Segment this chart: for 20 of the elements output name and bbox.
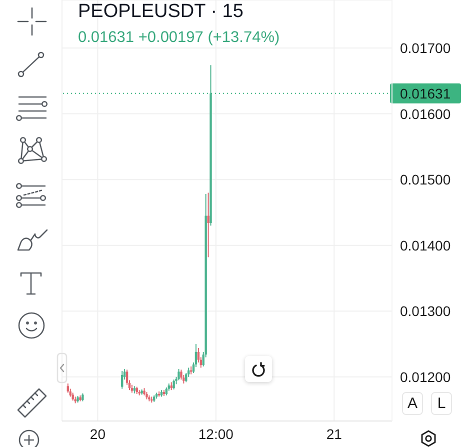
candlestick <box>66 383 70 394</box>
y-tick-label: 0.01400 <box>400 237 451 254</box>
candlestick <box>180 369 182 380</box>
x-tick-label: 21 <box>326 426 342 442</box>
y-tick-label: 0.01600 <box>400 106 451 122</box>
candlestick <box>172 379 175 390</box>
toggle-button: A <box>402 392 423 415</box>
y-tick-label: 0.01500 <box>400 172 451 188</box>
y-tick-label: 0.01200 <box>400 368 451 385</box>
y-tick-label: 0.01300 <box>400 303 451 320</box>
toggle-button: L <box>431 392 452 415</box>
candlestick <box>121 370 124 390</box>
x-tick-label: 20 <box>90 426 106 442</box>
y-tick-label: 0.01700 <box>400 40 451 56</box>
chart-title: PEOPLEUSDT · 15 <box>78 1 244 23</box>
candlestick <box>207 192 210 258</box>
text: 0.01631 +0.00197 (+13.74%) <box>78 29 280 47</box>
ref-line-label: 0.01631 <box>400 85 451 102</box>
x-tick-label: 12:00 <box>198 426 234 442</box>
candlestick <box>178 368 180 381</box>
